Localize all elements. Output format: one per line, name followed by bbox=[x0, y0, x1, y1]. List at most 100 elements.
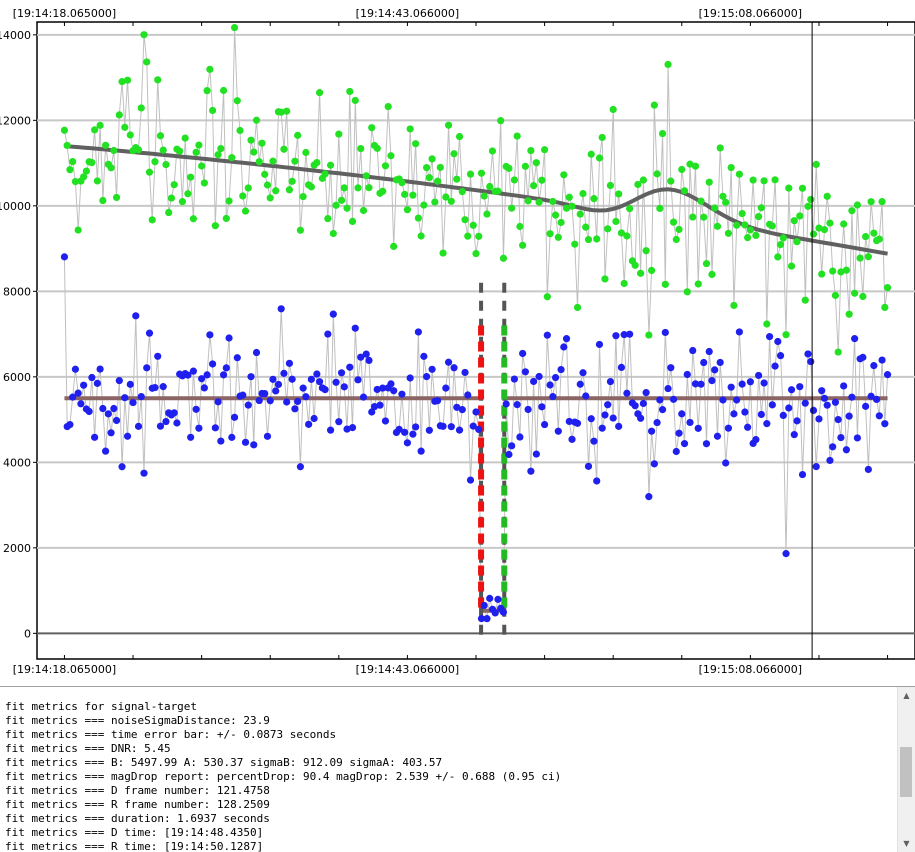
scrollbar-thumb[interactable] bbox=[900, 747, 912, 797]
reference-point bbox=[222, 214, 230, 223]
target-point bbox=[269, 375, 277, 383]
reference-point bbox=[653, 170, 661, 178]
reference-point bbox=[466, 170, 475, 178]
reference-point bbox=[595, 154, 604, 162]
target-point bbox=[755, 371, 763, 380]
target-point bbox=[107, 429, 115, 437]
reference-point bbox=[713, 222, 722, 230]
target-point bbox=[340, 383, 348, 391]
reference-point bbox=[209, 106, 217, 115]
reference-point bbox=[620, 279, 628, 288]
reference-point bbox=[373, 144, 381, 152]
target-point bbox=[875, 412, 883, 420]
reference-point bbox=[60, 126, 69, 134]
reference-point bbox=[845, 310, 853, 318]
log-line: fit metrics === D time: [19:14:48.4350] bbox=[5, 826, 264, 839]
reference-point bbox=[708, 270, 716, 278]
reference-point bbox=[118, 78, 126, 86]
target-point bbox=[730, 410, 738, 418]
target-point bbox=[801, 399, 809, 407]
target-point bbox=[757, 410, 765, 419]
target-point bbox=[697, 380, 705, 388]
target-point bbox=[491, 609, 499, 617]
target-point bbox=[433, 397, 442, 405]
target-point bbox=[538, 403, 546, 411]
reference-point bbox=[307, 183, 315, 191]
reference-point bbox=[796, 212, 804, 220]
target-point bbox=[173, 419, 181, 427]
reference-point bbox=[176, 147, 184, 155]
log-line: fit metrics === magDrop report: percentD… bbox=[5, 770, 562, 783]
target-point bbox=[631, 402, 639, 410]
reference-point bbox=[694, 280, 702, 288]
reference-point bbox=[749, 176, 757, 184]
reference-point bbox=[540, 146, 549, 154]
target-point bbox=[508, 442, 516, 450]
reference-point bbox=[730, 301, 738, 310]
target-point bbox=[867, 392, 875, 400]
reference-point bbox=[686, 160, 694, 168]
reference-point bbox=[442, 193, 450, 201]
target-point bbox=[609, 414, 617, 422]
target-point bbox=[678, 410, 686, 418]
reference-point bbox=[365, 184, 373, 192]
vertical-scrollbar[interactable]: ▲ ▼ bbox=[897, 687, 915, 852]
reference-point bbox=[107, 164, 115, 172]
target-point bbox=[809, 406, 818, 415]
target-point bbox=[815, 415, 823, 423]
target-point bbox=[807, 357, 815, 366]
target-point bbox=[579, 369, 587, 377]
reference-point bbox=[497, 117, 505, 125]
target-point bbox=[694, 424, 702, 432]
reference-point bbox=[428, 155, 436, 163]
light-curve-plot[interactable]: 0 2000 4000 6000 8000 10000 12000 14000 [19:14:1… bbox=[0, 0, 915, 680]
reference-point bbox=[439, 249, 447, 257]
reference-point bbox=[848, 207, 856, 215]
reference-point bbox=[722, 198, 730, 206]
target-point bbox=[573, 419, 582, 427]
target-point bbox=[302, 393, 310, 401]
reference-point bbox=[637, 269, 645, 277]
reference-point bbox=[530, 181, 538, 190]
target-point bbox=[623, 389, 631, 397]
reference-point bbox=[266, 194, 274, 202]
reference-point bbox=[362, 172, 370, 180]
reference-point bbox=[587, 150, 595, 158]
target-point bbox=[796, 383, 804, 391]
target-point bbox=[590, 437, 598, 445]
target-point bbox=[582, 392, 590, 400]
reference-point bbox=[326, 161, 335, 169]
reference-point bbox=[329, 229, 337, 238]
log-line: fit metrics === time error bar: +/- 0.08… bbox=[5, 728, 337, 741]
target-point bbox=[502, 400, 510, 408]
target-point bbox=[351, 324, 359, 332]
reference-point bbox=[247, 136, 255, 144]
reference-point bbox=[755, 213, 763, 221]
target-point bbox=[307, 375, 315, 383]
target-point bbox=[428, 365, 436, 373]
target-point bbox=[261, 389, 269, 398]
reference-point bbox=[864, 253, 872, 261]
reference-point bbox=[123, 76, 132, 84]
scroll-up-arrow-icon[interactable]: ▲ bbox=[903, 691, 910, 700]
log-text-area[interactable]: fit metrics for signal-target fit metric… bbox=[0, 687, 897, 852]
target-point bbox=[154, 352, 162, 360]
target-point bbox=[601, 411, 609, 419]
target-point bbox=[294, 397, 302, 406]
reference-point bbox=[332, 201, 340, 209]
reference-point bbox=[464, 232, 472, 240]
target-point bbox=[390, 387, 398, 395]
target-point bbox=[664, 384, 672, 393]
target-point bbox=[370, 403, 379, 411]
scroll-down-arrow-icon[interactable]: ▼ bbox=[903, 839, 910, 848]
target-point bbox=[192, 405, 200, 413]
reference-point bbox=[475, 232, 483, 240]
reference-point bbox=[878, 198, 886, 206]
target-point bbox=[359, 393, 368, 401]
target-point bbox=[702, 440, 711, 448]
target-point bbox=[412, 423, 420, 431]
target-point bbox=[162, 417, 170, 426]
target-point bbox=[752, 436, 760, 444]
reference-point bbox=[785, 184, 793, 192]
reference-point bbox=[217, 144, 225, 153]
